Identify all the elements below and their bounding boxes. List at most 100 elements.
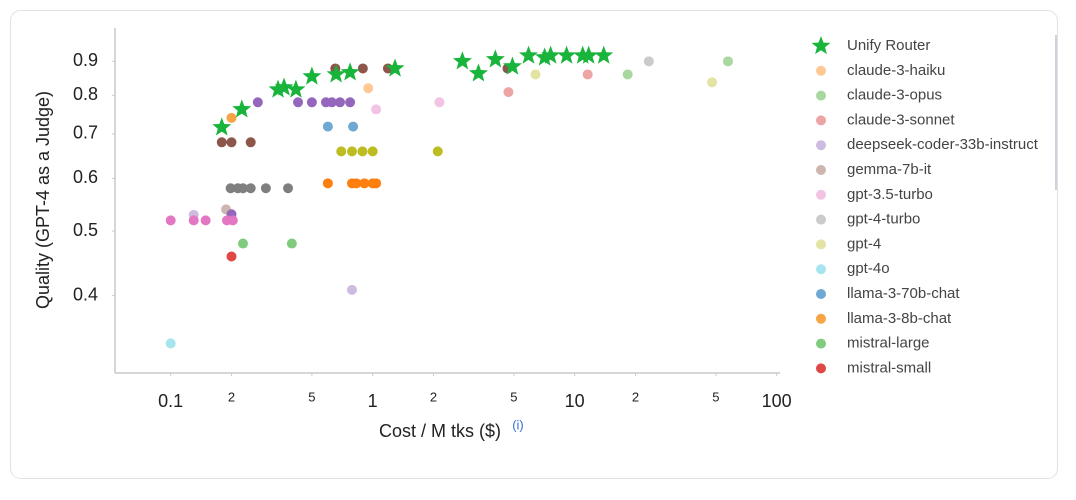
star-point (502, 56, 522, 75)
point (371, 178, 382, 189)
legend-label[interactable]: claude-3-sonnet (847, 111, 955, 128)
legend-marker (816, 140, 826, 151)
legend-label[interactable]: gpt-4-turbo (847, 211, 920, 228)
point (245, 137, 256, 148)
point (165, 215, 176, 226)
point (345, 97, 356, 108)
legend-marker (816, 115, 826, 126)
star-point (485, 49, 505, 68)
legend-marker (816, 289, 826, 299)
point (260, 183, 271, 194)
legend-marker (816, 165, 826, 175)
point (503, 87, 514, 98)
y-tick-label: 0.4 (73, 284, 98, 304)
x-tick-label: 0.1 (158, 391, 183, 411)
legend-marker (816, 65, 826, 76)
point (357, 146, 368, 157)
legend-marker (816, 239, 826, 250)
legend-marker (816, 264, 826, 275)
star-point (469, 63, 488, 82)
plot-area (165, 45, 733, 349)
star-point (268, 79, 288, 98)
x-tick-label: 1 (368, 391, 378, 411)
star-point (535, 47, 555, 66)
legend-marker (816, 189, 826, 200)
point (326, 97, 337, 108)
point (434, 97, 445, 108)
legend-label[interactable]: gemma-7b-it (847, 161, 932, 178)
legend-label[interactable]: claude-3-opus (847, 87, 942, 104)
star-point (326, 64, 346, 83)
point (643, 56, 654, 67)
point (336, 146, 347, 157)
card (10, 10, 1058, 479)
x-tick-label: 2 (430, 389, 437, 404)
point (722, 56, 733, 67)
point (227, 215, 238, 226)
legend-label[interactable]: Unify Router (847, 37, 930, 54)
legend-label[interactable]: gpt-3.5-turbo (847, 186, 933, 203)
point (582, 69, 593, 80)
point (226, 112, 237, 123)
legend-marker (816, 338, 826, 349)
legend-label[interactable]: llama-3-70b-chat (847, 285, 960, 302)
star-point (232, 99, 252, 118)
y-tick-label: 0.5 (73, 220, 98, 240)
x-tick-label: 2 (632, 389, 639, 404)
legend-label[interactable]: claude-3-haiku (847, 62, 945, 79)
point (165, 338, 176, 349)
point (432, 146, 443, 157)
x-tick-label: 5 (510, 389, 517, 404)
y-tick-label: 0.6 (73, 167, 98, 187)
legend-label[interactable]: gpt-4o (847, 260, 890, 277)
star-point (519, 45, 538, 64)
point (348, 121, 359, 132)
point (237, 238, 248, 249)
point (371, 104, 382, 115)
point (286, 238, 297, 249)
y-tick-label: 0.9 (73, 50, 98, 70)
point (346, 146, 357, 157)
legend-marker (816, 90, 826, 101)
x-tick-label: 10 (565, 391, 585, 411)
y-axis-label: Quality (GPT-4 as a Judge) (33, 91, 53, 309)
legend-marker (811, 36, 831, 55)
point (225, 183, 236, 194)
star-point (557, 45, 577, 64)
y-tick-label: 0.7 (73, 123, 98, 143)
star-point (286, 79, 306, 98)
point (200, 215, 211, 226)
star-point (452, 51, 472, 70)
point (216, 137, 227, 148)
legend-label[interactable]: mistral-small (847, 359, 931, 376)
star-point (579, 45, 599, 64)
point (707, 77, 718, 88)
x-tick-label: 5 (308, 389, 315, 404)
point (622, 69, 633, 80)
legend-label[interactable]: gpt-4 (847, 235, 881, 252)
legend-label[interactable]: deepseek-coder-33b-instruct (847, 136, 1039, 153)
star-point (541, 45, 561, 64)
point (322, 178, 333, 189)
point (346, 284, 357, 295)
y-tick-label: 0.8 (73, 84, 98, 104)
info-icon[interactable]: (i) (512, 417, 524, 432)
point (367, 146, 378, 157)
point (363, 83, 374, 94)
x-axis-label: Cost / M tks ($) (379, 421, 501, 441)
star-point (212, 117, 232, 136)
legend-label[interactable]: mistral-large (847, 335, 930, 352)
point (357, 63, 368, 74)
x-tick-label: 100 (762, 391, 792, 411)
star-point (274, 77, 294, 96)
legend-label[interactable]: llama-3-8b-chat (847, 310, 952, 327)
legend: Unify Router claude-3-haiku claude-3-opus c… (811, 36, 1039, 376)
star-point (594, 45, 614, 64)
star-point (340, 62, 360, 81)
point (322, 121, 333, 132)
point (252, 97, 263, 108)
legend-marker (816, 214, 826, 225)
point (293, 97, 304, 108)
point (226, 137, 237, 148)
point (359, 178, 370, 189)
